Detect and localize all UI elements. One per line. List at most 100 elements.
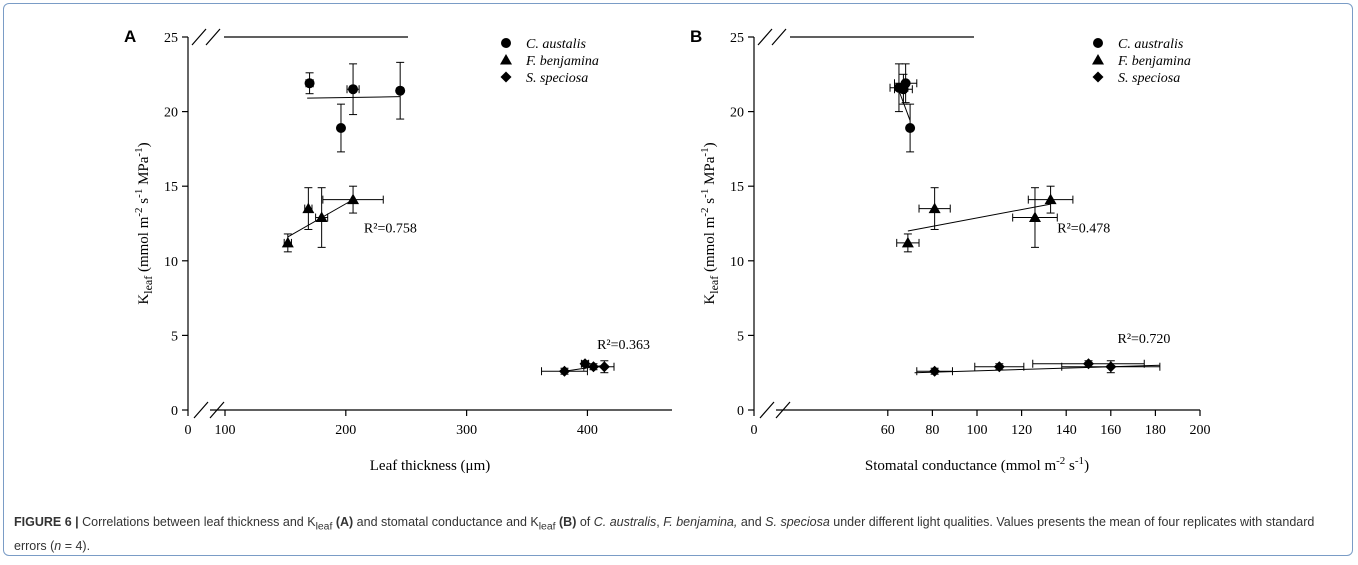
data-point-circle [335,123,346,134]
panel-a: A 0 5 10 15 20 25 0 100 200 300 400 Leaf thickness (… [124,27,672,474]
y-tick-label: 0 [171,404,178,419]
caption-species-2: F. benjamina, [663,515,738,529]
y-break-mark [771,28,787,46]
x-axis-title: Leaf thickness (μm) [370,458,491,474]
legend-label: F. benjamina [525,54,599,69]
data-point-triangle [928,202,941,214]
data-point-triangle [315,211,328,223]
data-point-triangle [1044,193,1057,205]
caption-text-7: = 4). [61,538,91,553]
data-point-circle [395,85,406,96]
y-tick-label: 5 [171,329,178,344]
legend-marker-circle [1093,38,1103,48]
caption-text-3: of [576,515,594,529]
caption-text-4: , [656,515,664,529]
data-point-diamond [1105,361,1117,373]
x-tick-label: 60 [881,423,895,438]
y-axis-title: Kleaf (mmol m-2​ s-1​ MPa-1​) [133,142,155,304]
y-break-mark [191,28,207,46]
data-point-circle [304,78,315,89]
r-squared-label: R²=0.758 [364,221,417,236]
y-tick-label: 25 [730,31,744,46]
figure-frame [3,3,1353,556]
y-tick-label: 5 [737,329,744,344]
x-tick-label: 140 [1056,423,1077,438]
x-tick-label: 180 [1145,423,1166,438]
x-tick-label: 0 [751,423,758,438]
data-point-triangle [347,193,360,205]
caption-sub-2: leaf [538,521,556,533]
caption-text-2: and stomatal conductance and K [353,515,539,529]
x-tick-label: 120 [1011,423,1032,438]
data-point-diamond [598,361,610,373]
r-squared-label: R²=0.478 [1057,221,1110,236]
caption-ref-b: (B) [559,515,577,529]
r-squared-label: R²=0.720 [1117,332,1170,347]
legend-label: S. speciosa [526,71,588,86]
y-axis-title: Kleaf (mmol m-2​ s-1​ MPa-1​) [699,142,721,304]
legend-marker-diamond [1092,71,1104,83]
x-tick-label: 200 [335,423,356,438]
legend-label: C. austalis [526,37,586,52]
panel-letter-b: B [690,27,702,46]
x-tick-label: 160 [1100,423,1121,438]
caption-text-6: under different light qualities. Values … [14,515,1315,553]
x-break-mark [759,401,775,419]
data-point-circle [905,123,916,134]
legend-marker-circle [501,38,511,48]
trend-line [307,96,401,99]
x-tick-label: 80 [925,423,939,438]
y-break-mark [205,28,221,46]
legend-label: F. benjamina [1117,54,1191,69]
data-point-triangle [281,236,294,248]
caption-species-1: C. australis [593,515,657,529]
caption-ref-a: (A) [335,515,354,529]
y-tick-label: 15 [164,180,178,195]
caption-text-1: Correlations between leaf thickness and … [78,515,316,529]
x-axis-title: Stomatal conductance (mmol m-2​ s-1​) [865,455,1089,474]
x-tick-label: 400 [577,423,598,438]
legend-marker-diamond [500,71,512,83]
y-tick-label: 20 [164,106,178,121]
r-squared-label: R²=0.363 [597,338,650,353]
y-tick-label: 0 [737,404,744,419]
x-tick-label: 300 [456,423,477,438]
x-break-mark [193,401,209,419]
data-point-circle [900,78,911,89]
data-point-triangle [901,236,914,248]
trend-line [907,203,1051,232]
caption-sub-1: leaf [315,521,333,533]
y-tick-label: 10 [164,255,178,270]
y-tick-label: 15 [730,180,744,195]
data-point-diamond [558,365,570,377]
x-tick-label: 0 [185,423,192,438]
data-point-triangle [1028,211,1041,223]
data-point-diamond [587,361,599,373]
y-tick-label: 25 [164,31,178,46]
x-break-mark [209,401,225,419]
caption-text-5: and [737,515,766,529]
figure-caption: FIGURE 6 | Correlations between leaf thi… [14,513,1344,556]
x-tick-label: 100 [215,423,236,438]
panel-letter-a: A [124,27,136,46]
legend-marker-triangle [500,54,512,65]
data-point-circle [348,84,359,95]
x-tick-label: 100 [967,423,988,438]
y-tick-label: 20 [730,106,744,121]
legend-label: S. speciosa [1118,71,1180,86]
x-tick-label: 200 [1190,423,1211,438]
caption-species-3: S. speciosa [765,515,830,529]
data-point-diamond [993,361,1005,373]
data-point-triangle [302,202,315,214]
caption-n: n [54,538,62,553]
y-break-mark [757,28,773,46]
caption-label: FIGURE 6 | [14,515,79,529]
x-break-mark [775,401,791,419]
panel-b: B 0 5 10 15 20 25 0 60 80 100 120 140 160 180 200 Stomat… [690,27,1211,474]
legend-label: C. australis [1118,37,1184,52]
data-point-diamond [929,365,941,377]
y-tick-label: 10 [730,255,744,270]
legend-marker-triangle [1092,54,1104,65]
